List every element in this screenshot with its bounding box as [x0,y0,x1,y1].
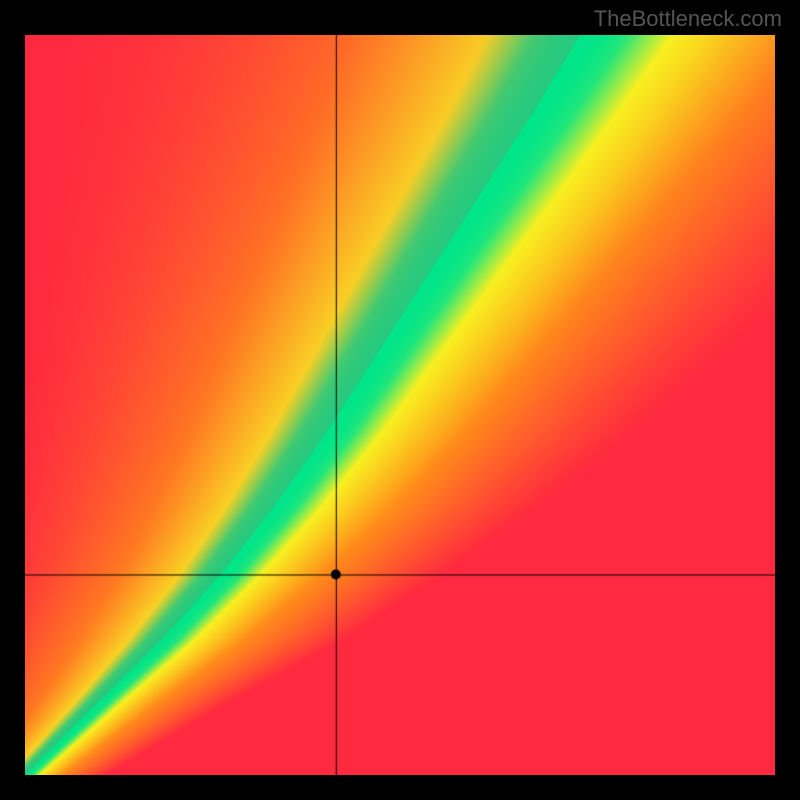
heatmap-plot [25,35,775,775]
chart-container: TheBottleneck.com [0,0,800,800]
watermark-text: TheBottleneck.com [594,6,782,32]
heatmap-canvas [25,35,775,775]
